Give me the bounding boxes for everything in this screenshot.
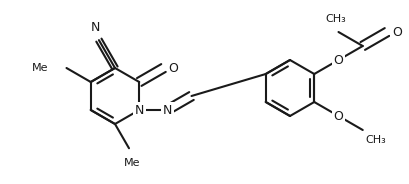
- Text: CH₃: CH₃: [325, 14, 346, 24]
- Text: O: O: [334, 109, 344, 123]
- Text: N: N: [135, 103, 144, 116]
- Text: O: O: [334, 54, 344, 66]
- Text: Me: Me: [32, 63, 49, 73]
- Text: Me: Me: [124, 158, 140, 168]
- Text: O: O: [392, 26, 402, 38]
- Text: CH₃: CH₃: [366, 135, 387, 145]
- Text: N: N: [91, 21, 101, 34]
- Text: O: O: [169, 61, 178, 75]
- Text: N: N: [162, 103, 172, 116]
